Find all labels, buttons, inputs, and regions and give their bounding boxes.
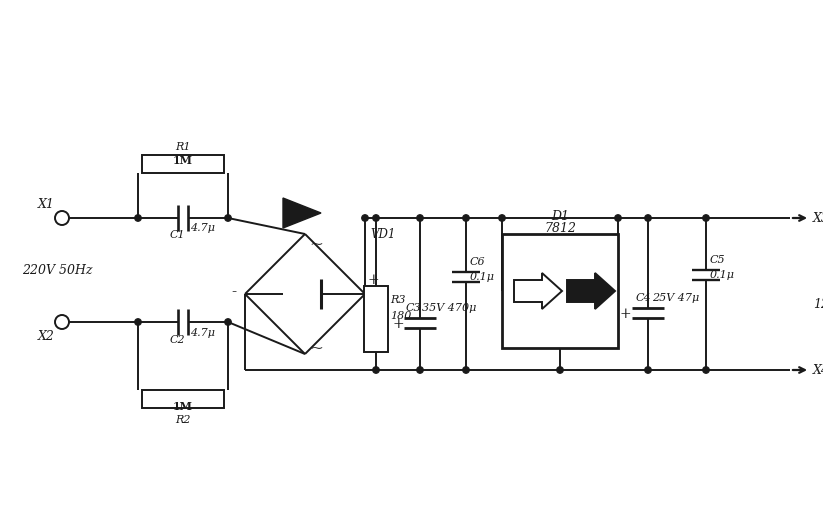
Text: +: + xyxy=(393,317,404,331)
Circle shape xyxy=(463,367,469,373)
Text: D1: D1 xyxy=(551,209,569,223)
Text: 25V 47μ: 25V 47μ xyxy=(652,293,700,303)
Text: X3: X3 xyxy=(813,211,823,225)
Circle shape xyxy=(644,215,651,221)
Polygon shape xyxy=(514,273,562,309)
Text: X1: X1 xyxy=(38,198,55,210)
FancyBboxPatch shape xyxy=(364,286,388,352)
Text: C4: C4 xyxy=(636,293,652,303)
Text: ~: ~ xyxy=(309,235,323,252)
Text: -: - xyxy=(232,285,237,299)
Circle shape xyxy=(225,215,231,221)
Text: 4.7μ: 4.7μ xyxy=(190,328,215,338)
Text: 4.7μ: 4.7μ xyxy=(190,223,215,233)
Circle shape xyxy=(499,215,505,221)
Text: +: + xyxy=(620,307,631,321)
Circle shape xyxy=(557,367,563,373)
Text: 220V 50Hz: 220V 50Hz xyxy=(22,264,92,276)
Polygon shape xyxy=(283,198,321,228)
Text: ~: ~ xyxy=(309,340,323,356)
Text: 0.1μ: 0.1μ xyxy=(710,270,735,280)
Circle shape xyxy=(416,215,423,221)
Circle shape xyxy=(644,367,651,373)
Text: 7812: 7812 xyxy=(544,222,576,235)
FancyBboxPatch shape xyxy=(502,234,618,348)
Text: X4: X4 xyxy=(813,364,823,377)
Circle shape xyxy=(703,215,709,221)
Text: C2: C2 xyxy=(170,335,186,345)
Text: R1: R1 xyxy=(175,142,191,152)
Circle shape xyxy=(703,367,709,373)
Polygon shape xyxy=(567,273,615,309)
Circle shape xyxy=(373,367,379,373)
FancyBboxPatch shape xyxy=(142,155,224,173)
Circle shape xyxy=(463,215,469,221)
Text: 1M: 1M xyxy=(173,401,193,412)
Text: R3: R3 xyxy=(390,295,406,305)
Text: R2: R2 xyxy=(175,415,191,425)
Circle shape xyxy=(615,215,621,221)
FancyBboxPatch shape xyxy=(142,390,224,408)
Circle shape xyxy=(373,215,379,221)
Text: 35V 470μ: 35V 470μ xyxy=(422,303,477,313)
Text: C3: C3 xyxy=(406,303,421,313)
Text: C6: C6 xyxy=(470,257,486,267)
Text: 180: 180 xyxy=(390,311,412,321)
Text: 12V: 12V xyxy=(813,298,823,310)
Text: X2: X2 xyxy=(38,330,55,343)
Text: 1M: 1M xyxy=(173,156,193,166)
Circle shape xyxy=(362,215,368,221)
Circle shape xyxy=(416,367,423,373)
Circle shape xyxy=(225,319,231,325)
Text: C5: C5 xyxy=(710,255,726,265)
Text: C1: C1 xyxy=(170,230,186,240)
Circle shape xyxy=(135,319,142,325)
Text: 0.1μ: 0.1μ xyxy=(470,272,495,282)
Text: +: + xyxy=(368,273,379,287)
Circle shape xyxy=(135,215,142,221)
Text: VD1: VD1 xyxy=(370,228,395,240)
